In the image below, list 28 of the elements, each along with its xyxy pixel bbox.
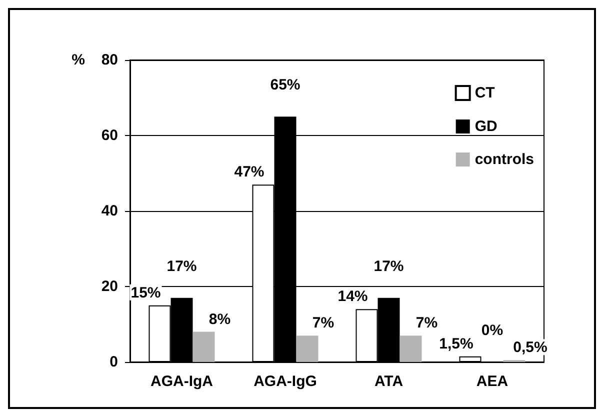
data-label: 17% xyxy=(374,258,404,275)
data-label: 15% xyxy=(130,284,161,302)
data-label: 8% xyxy=(208,310,231,328)
data-label: 47% xyxy=(234,164,264,181)
data-label: 0% xyxy=(481,322,504,339)
data-label: 0,5% xyxy=(513,339,548,356)
data-label: 14% xyxy=(338,288,368,306)
legend-label: GD xyxy=(474,118,498,135)
x-tick-label: AEA xyxy=(476,373,508,390)
y-tick-label: 80 xyxy=(101,52,118,68)
x-tick-label: ATA xyxy=(374,373,404,390)
data-label: 7% xyxy=(416,314,438,332)
bar xyxy=(400,336,422,362)
y-tick-label: 20 xyxy=(101,278,118,295)
data-label: 1,5% xyxy=(439,335,474,352)
y-tick-label: 40 xyxy=(101,202,118,220)
bar xyxy=(192,332,215,362)
y-axis-title: % xyxy=(72,52,85,68)
data-label: 17% xyxy=(166,258,197,275)
legend-label: controls xyxy=(474,151,534,168)
legend-label: CT xyxy=(474,84,495,102)
data-label: 7% xyxy=(312,314,334,332)
x-tick-label: AGA-IgG xyxy=(254,373,317,390)
bar xyxy=(296,336,318,362)
y-tick-label: 60 xyxy=(101,127,118,144)
data-label: 65% xyxy=(270,76,300,94)
y-tick-label: 0 xyxy=(110,354,118,370)
x-tick-label: AGA-IgA xyxy=(150,373,214,390)
